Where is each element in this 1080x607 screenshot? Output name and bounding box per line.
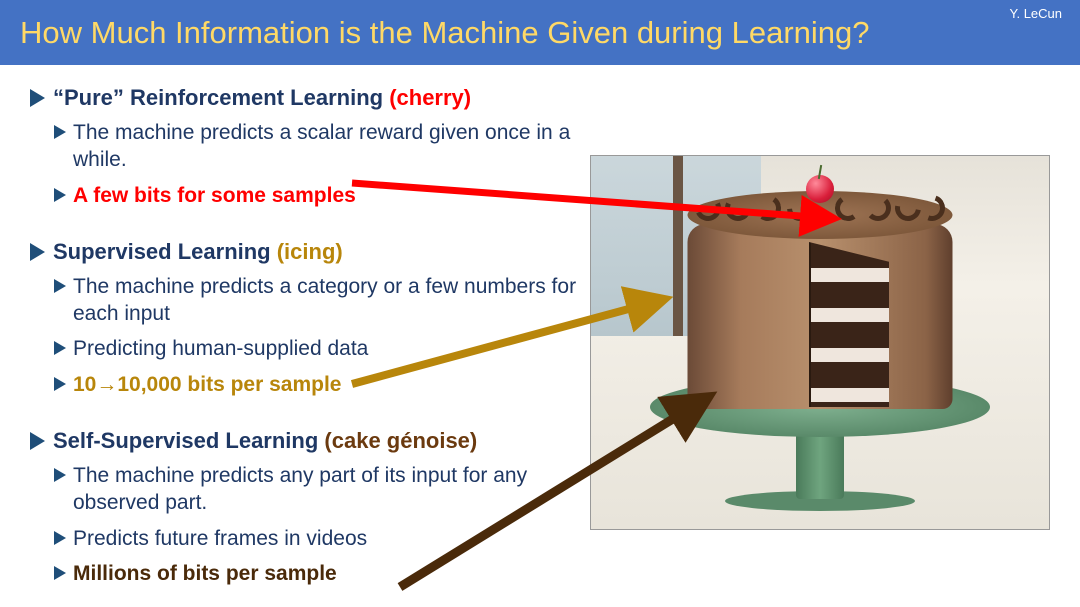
bullet-icon <box>54 125 66 139</box>
bullet-row: The machine predicts any part of its inp… <box>54 462 584 517</box>
bullet-row: A few bits for some samples <box>54 182 584 209</box>
cake-image <box>590 155 1050 530</box>
bullet-icon <box>54 188 66 202</box>
bullet-text: Predicts future frames in videos <box>73 525 367 552</box>
heading-label: (cake génoise) <box>324 428 477 453</box>
heading-text: Supervised Learning <box>53 239 277 264</box>
bullet-icon <box>54 341 66 355</box>
window-bar <box>673 156 683 336</box>
bullet-icon <box>54 566 66 580</box>
heading-text: “Pure” Reinforcement Learning <box>53 85 389 110</box>
bullet-row: Millions of bits per sample <box>54 560 584 587</box>
bullet-row: The machine predicts a scalar reward giv… <box>54 119 584 174</box>
heading-label: (cherry) <box>389 85 471 110</box>
heading-label: (icing) <box>277 239 343 264</box>
bullet-icon <box>54 279 66 293</box>
bullet-text: The machine predicts a category or a few… <box>73 273 584 328</box>
bullet-icon <box>54 531 66 545</box>
heading-text: Self-Supervised Learning <box>53 428 324 453</box>
slide: How Much Information is the Machine Give… <box>0 0 1080 607</box>
section-heading: “Pure” Reinforcement Learning (cherry) <box>53 85 471 111</box>
bullet-icon <box>30 89 45 107</box>
bullet-row: Predicting human-supplied data <box>54 335 584 362</box>
bullet-text: Millions of bits per sample <box>73 560 337 587</box>
bullet-text: The machine predicts any part of its inp… <box>73 462 584 517</box>
cake-slice <box>809 242 889 407</box>
bullet-icon <box>54 468 66 482</box>
bullet-row: Predicts future frames in videos <box>54 525 584 552</box>
author-label: Y. LeCun <box>1009 6 1062 21</box>
section-heading-row: “Pure” Reinforcement Learning (cherry) <box>30 85 1050 111</box>
slide-header: How Much Information is the Machine Give… <box>0 0 1080 65</box>
bullet-row: 10→10,000 bits per sample <box>54 371 584 398</box>
section-heading: Supervised Learning (icing) <box>53 239 343 265</box>
cherry-icon <box>806 175 834 203</box>
section-heading: Self-Supervised Learning (cake génoise) <box>53 428 477 454</box>
bullet-icon <box>30 432 45 450</box>
bullet-text: 10→10,000 bits per sample <box>73 371 341 398</box>
bullet-text: Predicting human-supplied data <box>73 335 368 362</box>
bullet-icon <box>54 377 66 391</box>
bullet-text: The machine predicts a scalar reward giv… <box>73 119 584 174</box>
bullet-text: A few bits for some samples <box>73 182 356 209</box>
slide-title: How Much Information is the Machine Give… <box>20 15 870 51</box>
pedestal-stem <box>796 429 844 499</box>
bullet-row: The machine predicts a category or a few… <box>54 273 584 328</box>
bullet-icon <box>30 243 45 261</box>
